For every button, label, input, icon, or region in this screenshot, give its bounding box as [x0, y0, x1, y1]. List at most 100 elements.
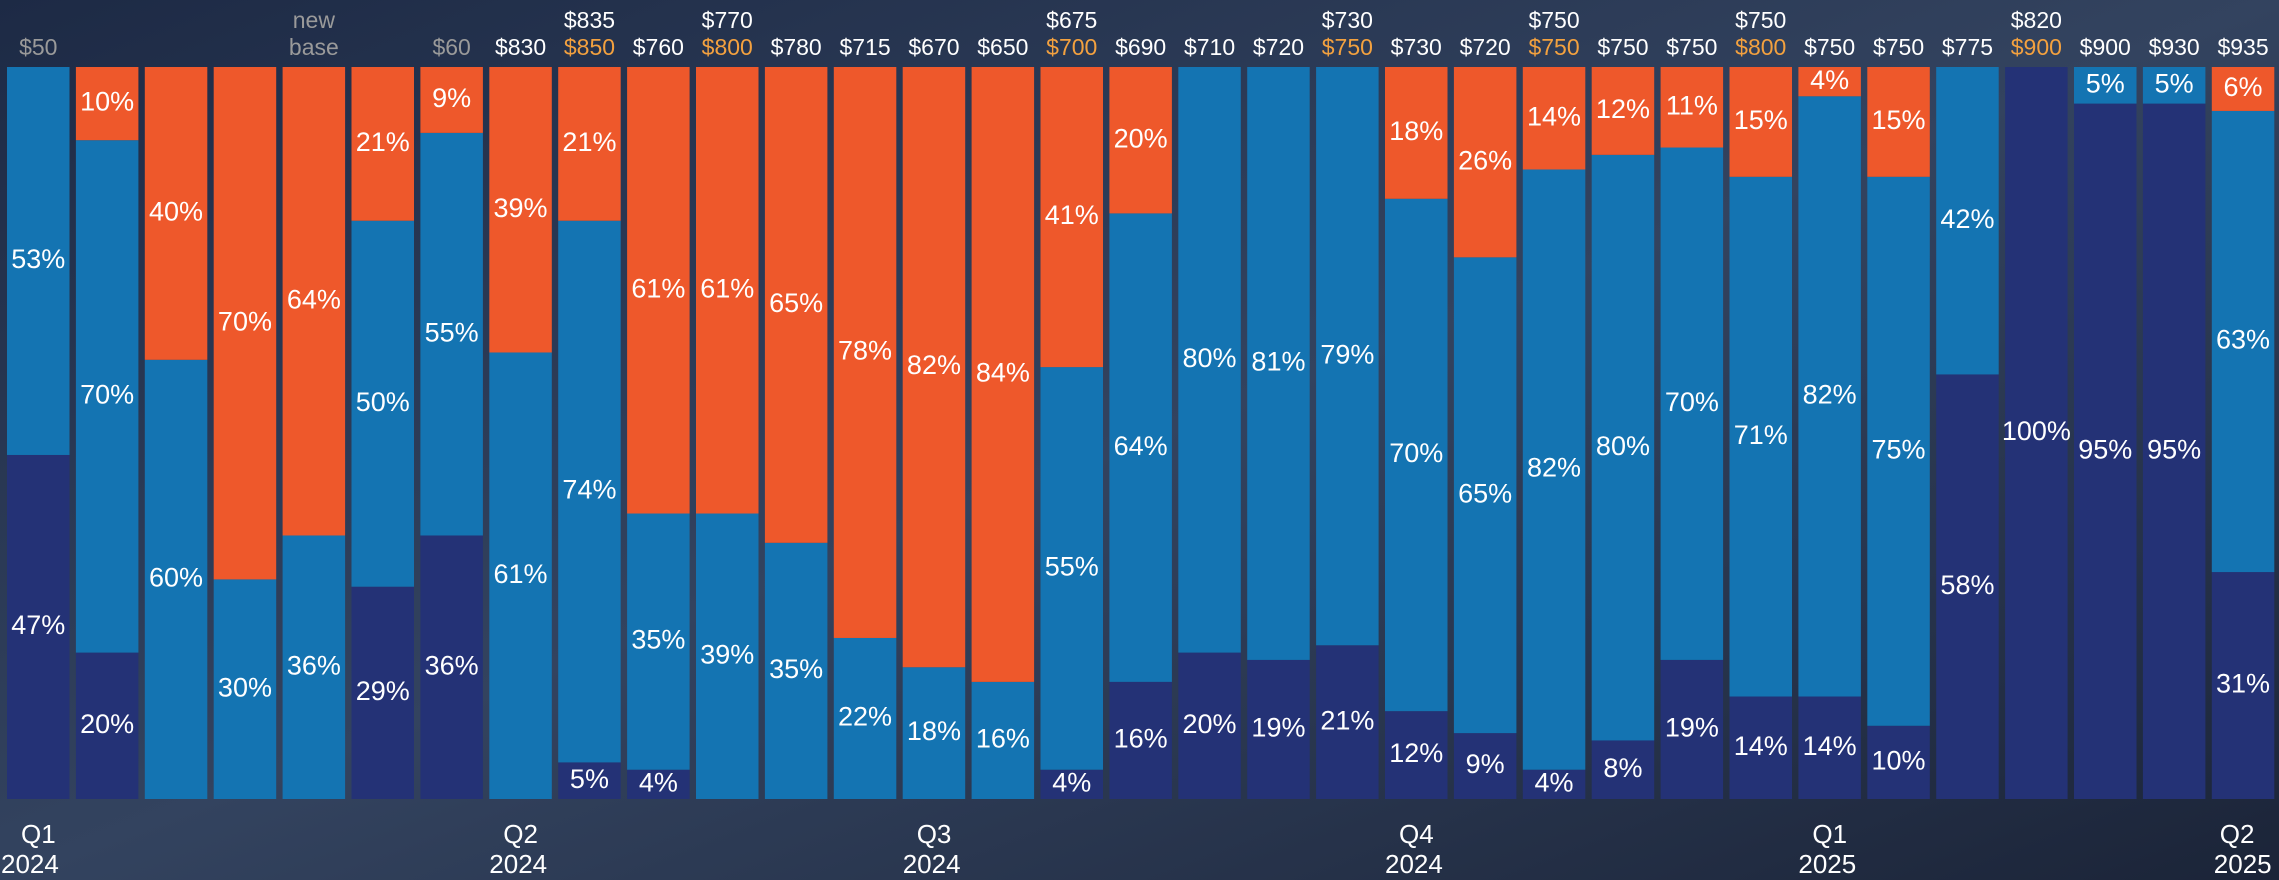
value-label: 71% [1734, 420, 1788, 450]
price-label: $710 [1184, 34, 1235, 60]
value-label: 41% [1045, 200, 1099, 230]
value-label: 4% [1810, 65, 1849, 95]
x-tick-label: Q2 [503, 819, 538, 849]
price-label: $760 [633, 34, 684, 60]
value-label: 64% [1114, 431, 1168, 461]
value-label: 4% [1052, 767, 1091, 797]
value-label: 26% [1458, 145, 1512, 175]
bar-segment [1591, 67, 1655, 155]
value-label: 20% [80, 709, 134, 739]
bar-segment [1729, 176, 1792, 697]
bar-segment [144, 67, 208, 360]
value-label: 10% [80, 87, 134, 117]
value-label: 65% [769, 288, 823, 318]
value-label: 80% [1183, 343, 1237, 373]
bar-segment [1798, 696, 1861, 799]
price-label: $750 [1322, 34, 1373, 60]
value-label: 22% [838, 702, 892, 732]
bar-segment [1109, 681, 1172, 799]
x-tick-label: 2024 [1385, 849, 1443, 879]
bar-segment [1729, 67, 1792, 177]
bar-segment [971, 67, 1035, 682]
bar-segment [558, 220, 621, 763]
bar-segment [971, 681, 1035, 799]
value-label: 79% [1320, 339, 1374, 369]
bar-segment [75, 67, 139, 141]
bar-segment [1385, 67, 1448, 199]
bar-segment [1867, 67, 1930, 177]
value-label: 11% [1666, 90, 1718, 120]
bar-segment [2211, 110, 2275, 573]
value-label: 64% [287, 284, 341, 314]
bar-segment [696, 513, 759, 799]
bar-segment [627, 513, 690, 770]
value-label: 58% [1940, 570, 1994, 600]
value-label: 82% [907, 350, 961, 380]
bar-segment [7, 454, 70, 799]
bar-segment [1453, 257, 1517, 734]
bar-segment [7, 67, 70, 455]
value-label: 100% [2002, 416, 2071, 446]
bar-segment [1798, 96, 1861, 697]
price-label: $800 [702, 34, 753, 60]
bar-segment [627, 67, 690, 514]
bar-segment [1247, 659, 1310, 799]
bar-segment [2074, 67, 2137, 104]
price-label: new [293, 7, 336, 33]
bar-segment [558, 762, 621, 799]
value-label: 82% [1803, 380, 1857, 410]
price-label: $730 [1322, 7, 1373, 33]
bar-segment [2005, 67, 2068, 799]
value-label: 61% [494, 559, 548, 589]
bar-segment [1178, 652, 1241, 799]
value-label: 40% [149, 197, 203, 227]
value-label: 9% [432, 83, 471, 113]
price-label: $690 [1115, 34, 1166, 60]
bar-segment [75, 140, 139, 653]
value-label: 65% [1458, 478, 1512, 508]
price-label: $800 [1735, 34, 1786, 60]
value-label: 5% [2155, 68, 2194, 98]
value-label: 36% [425, 650, 479, 680]
value-label: 4% [1535, 767, 1574, 797]
bar-segment [351, 220, 414, 587]
bar-segment [764, 542, 828, 799]
bar-segment [558, 67, 621, 221]
bar-segment [1040, 67, 1103, 368]
value-label: 75% [1872, 434, 1926, 464]
bar-segment [420, 535, 483, 799]
value-label: 63% [2216, 325, 2270, 355]
price-label: $930 [2149, 34, 2200, 60]
x-tick-label: 2024 [1, 849, 59, 879]
value-label: 82% [1527, 453, 1581, 483]
value-label: 70% [1389, 438, 1443, 468]
price-label: $820 [2011, 7, 2062, 33]
price-label: $770 [702, 7, 753, 33]
price-label: $750 [1666, 34, 1717, 60]
value-label: 16% [1114, 724, 1168, 754]
price-label: $900 [2011, 34, 2062, 60]
value-label: 21% [356, 127, 410, 157]
bar-segment [213, 67, 277, 580]
value-label: 74% [562, 475, 616, 505]
bar-segment [2211, 572, 2275, 799]
price-label: $780 [771, 34, 822, 60]
x-tick-label: Q1 [21, 819, 56, 849]
bar-segment [1660, 147, 1724, 660]
price-label: $650 [977, 34, 1028, 60]
value-label: 35% [769, 654, 823, 684]
value-label: 21% [1320, 705, 1374, 735]
bar-segment [1729, 696, 1792, 799]
value-label: 8% [1603, 753, 1642, 783]
bar-segment [1591, 154, 1655, 741]
value-label: 19% [1665, 713, 1719, 743]
value-label: 70% [218, 306, 272, 336]
x-tick-label: 2024 [903, 849, 961, 879]
x-tick-label: Q4 [1399, 819, 1434, 849]
value-label: 5% [570, 764, 609, 794]
value-label: 30% [218, 672, 272, 702]
value-label: 70% [80, 380, 134, 410]
bar-segment [420, 67, 483, 133]
bar-segment [1109, 213, 1172, 682]
